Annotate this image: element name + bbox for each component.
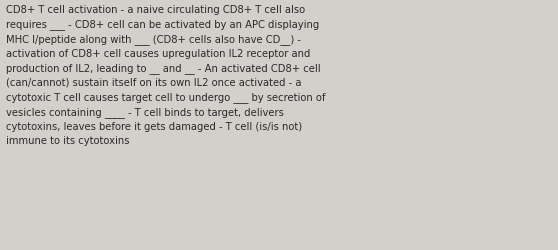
Text: CD8+ T cell activation - a naive circulating CD8+ T cell also
requires ___ - CD8: CD8+ T cell activation - a naive circula… — [6, 5, 325, 145]
